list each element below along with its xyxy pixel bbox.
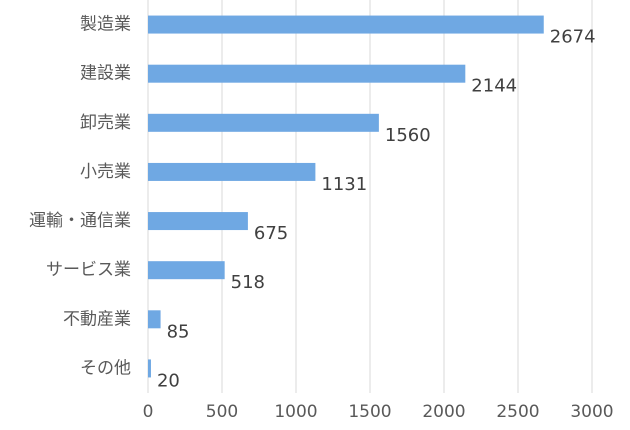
x-tick-label: 1500	[348, 402, 391, 422]
y-tick-label: 運輸・通信業	[29, 211, 131, 231]
bar	[148, 162, 316, 181]
x-tick-label: 2000	[422, 402, 465, 422]
y-tick-label: 製造業	[80, 15, 131, 35]
bar	[148, 64, 466, 83]
y-tick-label: サービス業	[46, 260, 131, 280]
bar	[148, 261, 225, 280]
bar	[148, 310, 161, 329]
y-tick-label: その他	[80, 358, 131, 378]
x-tick-label: 500	[206, 402, 238, 422]
data-label: 20	[157, 370, 180, 391]
x-tick-label: 3000	[570, 402, 613, 422]
x-tick-label: 2500	[496, 402, 539, 422]
y-tick-label: 卸売業	[80, 113, 131, 133]
data-label: 2144	[471, 76, 517, 97]
data-label: 518	[231, 272, 265, 293]
bar	[148, 359, 151, 378]
y-tick-label: 小売業	[80, 162, 131, 182]
bar	[148, 113, 379, 132]
data-label: 675	[254, 223, 288, 244]
bar	[148, 15, 544, 34]
y-tick-label: 建設業	[80, 64, 131, 84]
bar	[148, 212, 248, 231]
x-tick-label: 1000	[274, 402, 317, 422]
data-label: 85	[167, 321, 190, 342]
data-label: 2674	[550, 27, 596, 48]
x-tick-label: 0	[143, 402, 154, 422]
y-tick-label: 不動産業	[63, 309, 131, 329]
data-label: 1131	[321, 174, 367, 195]
data-label: 1560	[385, 125, 431, 146]
